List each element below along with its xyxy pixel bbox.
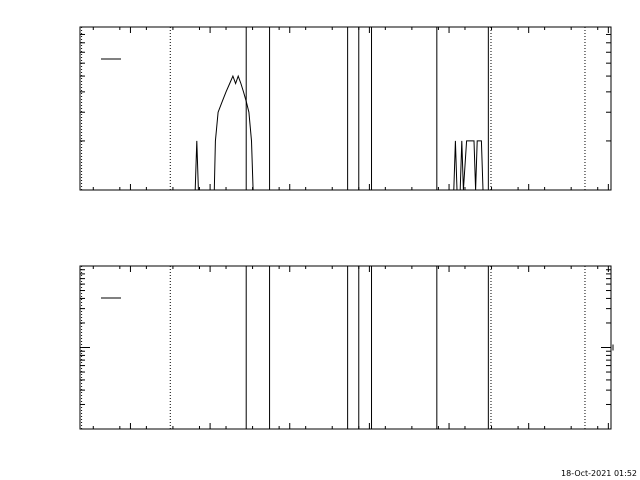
series-line xyxy=(194,74,484,191)
chart-panel-hi xyxy=(79,265,614,430)
plot-frame xyxy=(79,265,612,430)
timestamp: 18-Oct-2021 01:52 xyxy=(561,469,637,478)
plot-frame xyxy=(79,26,612,191)
chart-panel-lo xyxy=(79,26,612,191)
